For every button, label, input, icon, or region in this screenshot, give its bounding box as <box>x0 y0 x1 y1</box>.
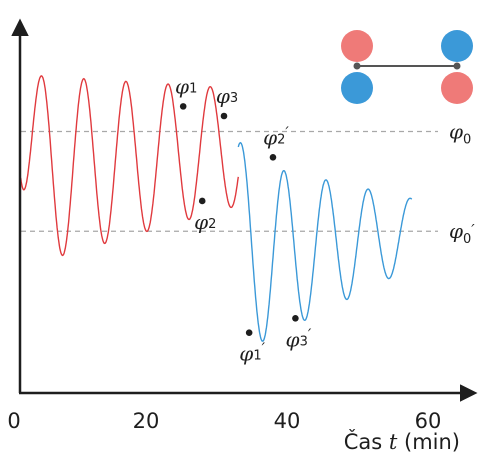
legend-ball-bottom-right <box>441 72 473 104</box>
series-line-2 <box>238 143 411 342</box>
marker-label: φ1′ <box>239 340 265 366</box>
legend-icon <box>341 30 473 104</box>
marker-point <box>180 103 187 110</box>
marker-label: φ1 <box>175 74 197 98</box>
x-tick-label: 40 <box>274 409 301 433</box>
reference-line-label: φ0 <box>449 119 471 147</box>
marker-point <box>246 329 253 336</box>
marker-label: φ2′ <box>263 123 289 149</box>
x-axis-title: Čas t (min) <box>344 429 460 454</box>
series-layer <box>21 76 412 341</box>
legend-ball-bottom-left <box>341 72 373 104</box>
reference-lines: φ0 φ0′ <box>21 119 475 247</box>
legend-ball-top-right <box>441 30 473 62</box>
marker-label: φ3′ <box>286 325 312 351</box>
reference-line-label: φ0′ <box>449 219 475 247</box>
legend-pivot-left <box>354 63 361 70</box>
marker-point <box>292 315 299 322</box>
x-tick-label: 20 <box>133 409 160 433</box>
marker-point <box>199 198 206 205</box>
x-tick-label: 0 <box>7 409 20 433</box>
legend-ball-top-left <box>341 30 373 62</box>
legend-pivot-right <box>454 63 461 70</box>
marker-point <box>221 113 228 120</box>
marker-label: φ3 <box>216 84 238 108</box>
marker-label: φ2 <box>194 210 216 234</box>
marker-point <box>270 154 277 161</box>
